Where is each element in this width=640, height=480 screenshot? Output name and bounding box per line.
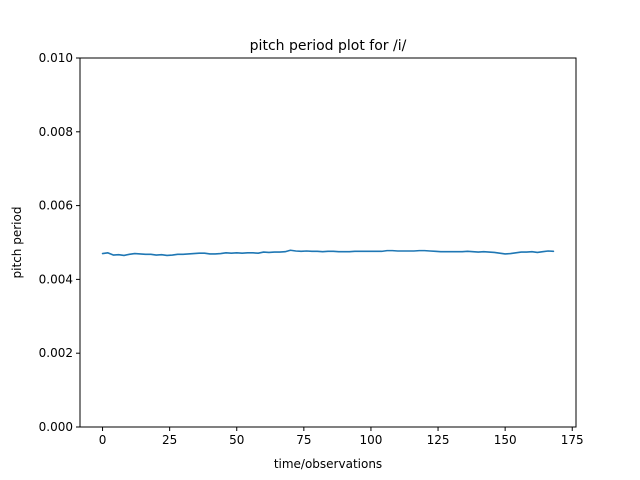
series-line	[101, 249, 555, 257]
y-tick-label: 0.004	[39, 272, 73, 286]
x-tick-label: 125	[427, 433, 450, 447]
x-tick-label: 100	[359, 433, 382, 447]
y-axis: 0.000 0.002 0.004 0.006 0.008 0.010	[39, 51, 80, 434]
y-tick-label: 0.000	[39, 420, 73, 434]
x-tick-label: 75	[296, 433, 311, 447]
x-tick-label: 50	[229, 433, 244, 447]
y-tick-label: 0.008	[39, 125, 73, 139]
y-tick-label: 0.002	[39, 346, 73, 360]
x-axis-label: time/observations	[274, 457, 382, 471]
series-layer	[101, 249, 555, 257]
plot-frame	[79, 57, 577, 428]
x-tick-label: 175	[561, 433, 584, 447]
x-tick-label: 150	[494, 433, 517, 447]
x-axis: 0 25 50 75 100 125 150 175	[99, 427, 584, 447]
y-tick-label: 0.010	[39, 51, 73, 65]
y-tick-label: 0.006	[39, 199, 73, 213]
y-axis-label: pitch period	[10, 207, 24, 279]
x-tick-label: 0	[99, 433, 107, 447]
x-tick-label: 25	[162, 433, 177, 447]
chart-title: pitch period plot for /i/	[250, 38, 407, 54]
